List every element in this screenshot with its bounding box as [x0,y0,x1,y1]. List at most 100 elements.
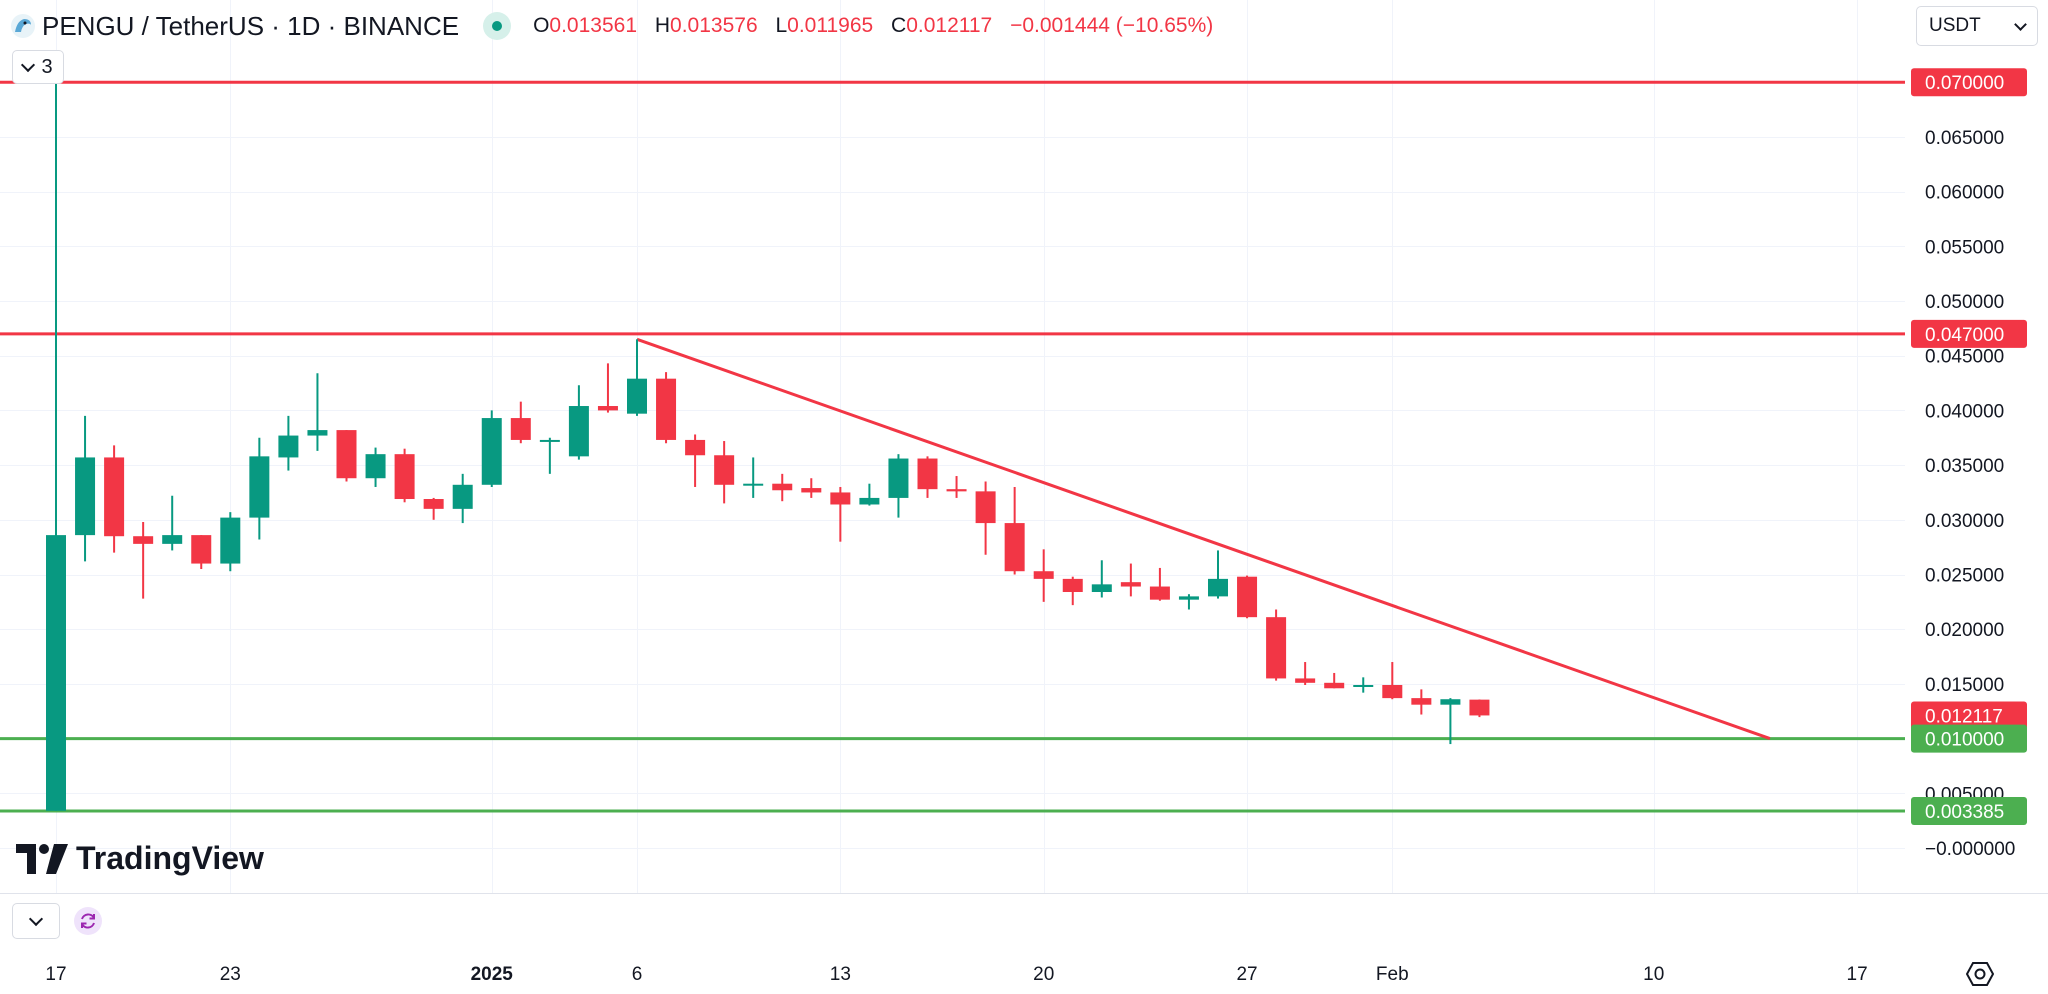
candle[interactable] [307,373,328,451]
x-tick-label: 23 [220,964,241,985]
time-axis[interactable]: 17 23 2025 6 13 20 27 Feb 10 17 [45,964,1867,985]
candle[interactable] [133,521,154,599]
candle[interactable] [394,448,415,503]
ohlc-values: O0.013561 H0.013576 L0.011965 C0.012117 … [533,14,1225,38]
candle-body [278,435,299,458]
x-tick-label: 2025 [471,964,514,985]
timeframe-toggle-button[interactable] [12,903,60,939]
candle[interactable] [423,497,444,520]
candle[interactable] [336,430,357,482]
candle[interactable] [1382,662,1403,700]
candle-body [75,457,96,536]
candle-body [1469,699,1490,716]
candle[interactable] [1411,689,1432,715]
candle[interactable] [1120,563,1141,597]
x-tick-label: 10 [1643,964,1664,985]
candle-body [1382,684,1403,699]
candle[interactable] [627,339,647,416]
candle[interactable] [249,437,270,540]
candle-body [597,406,618,411]
trendline[interactable] [636,337,1771,741]
tradingview-wordmark: TradingView [76,840,264,876]
candle[interactable] [75,415,96,562]
candle[interactable] [481,410,502,487]
candles[interactable] [46,82,1490,811]
candle[interactable] [510,401,531,444]
trendline-segment[interactable] [636,337,1771,741]
price-axis[interactable]: 0.065000 0.060000 0.055000 0.050000 0.045000… [1925,128,2015,860]
candle[interactable] [1440,698,1461,745]
candle-body [685,439,706,456]
candle-body [452,484,473,509]
price-label-text: 0.010000 [1925,730,2004,751]
x-tick-label: 6 [632,964,643,985]
open-value: 0.013561 [549,14,638,37]
close-key: C [891,14,907,37]
candle[interactable] [685,434,706,487]
candle[interactable] [859,483,880,506]
candle-body [1062,578,1083,593]
candle[interactable] [1266,609,1287,681]
candle[interactable] [1004,486,1025,575]
candle[interactable] [1062,576,1083,606]
price-label-box [1911,701,2027,730]
candle[interactable] [1178,594,1199,610]
candle[interactable] [568,385,589,460]
candle[interactable] [714,441,735,504]
refresh-button[interactable] [74,907,102,935]
candle[interactable] [365,447,386,487]
y-tick-label: 0.055000 [1925,237,2004,258]
y-tick-label: 0.035000 [1925,456,2004,477]
candle[interactable] [452,473,473,524]
candle[interactable] [104,445,125,553]
candle-body [888,458,909,498]
candle[interactable] [830,486,851,542]
candle[interactable] [1295,662,1316,685]
candle[interactable] [162,495,183,551]
x-tick-label: 17 [1847,964,1868,985]
candle[interactable] [888,454,909,518]
candle[interactable] [1353,677,1374,693]
candle-body [162,535,183,544]
low-key: L [775,14,788,37]
candle[interactable] [975,481,996,555]
candle-body [1295,678,1316,683]
chevron-down-icon [21,57,36,73]
candle[interactable] [917,456,938,498]
candle-body [1324,682,1345,689]
candle-body [394,454,415,500]
candle-body [772,483,793,491]
indicators-toggle-button[interactable]: 3 [12,50,64,84]
symbol-title[interactable]: PENGU / TetherUS · 1D · BINANCE [42,10,460,41]
candle[interactable] [801,478,822,498]
candle[interactable] [772,473,793,502]
currency-select[interactable]: USDT [1916,6,2038,46]
refresh-icon [81,913,95,929]
candle[interactable] [597,363,618,413]
candle[interactable] [1469,699,1490,718]
candle-body [133,536,154,544]
candle[interactable] [946,476,967,498]
candle[interactable] [1208,550,1228,599]
candle[interactable] [539,437,560,474]
candle[interactable] [656,372,677,444]
candle[interactable] [743,457,764,498]
candle[interactable] [46,82,66,811]
tradingview-mark-icon [16,843,68,874]
candle[interactable] [1237,575,1258,619]
candle[interactable] [1091,560,1112,598]
candle[interactable] [278,415,299,471]
candle[interactable] [1324,672,1345,689]
price-label-text: 0.070000 [1925,73,2004,94]
settings-icon[interactable] [1966,960,1994,988]
chevron-down-icon [28,911,44,927]
tradingview-logo[interactable]: TradingView [16,840,264,877]
candle[interactable] [220,512,241,572]
y-tick-label: 0.060000 [1925,183,2004,204]
candle[interactable] [191,535,212,570]
candle[interactable] [1149,567,1170,601]
candle-body [743,483,764,486]
price-label: 0.010000 [1911,724,2027,753]
candle[interactable] [1033,549,1054,602]
